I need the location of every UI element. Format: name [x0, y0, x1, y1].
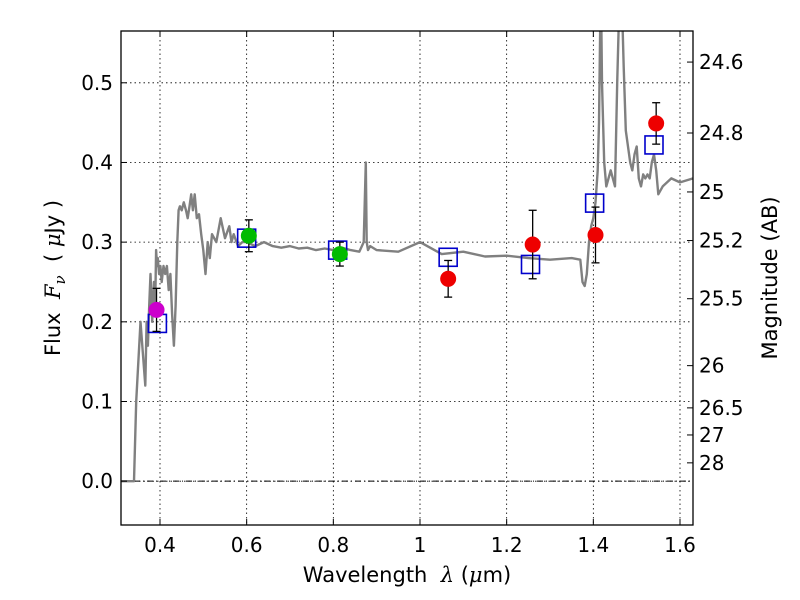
observed-flux-point — [331, 246, 348, 263]
y2-tick-label: 26.5 — [699, 396, 744, 420]
y2-tick-label: 25.5 — [699, 287, 744, 311]
x-tick-label: 0.8 — [317, 533, 349, 557]
y2-axis-label: Magnitude (AB) — [758, 196, 782, 359]
observed-flux-point — [240, 227, 257, 244]
observed-flux-point — [587, 226, 604, 243]
x-tick-label: 1.4 — [577, 533, 609, 557]
plot-background — [121, 31, 693, 525]
model-flux-square — [584, 193, 605, 213]
observed-flux-point — [148, 301, 165, 318]
y2-tick-label: 26 — [699, 354, 724, 378]
y2-tick-label: 28 — [699, 451, 724, 475]
x-tick-label: 1.2 — [491, 533, 523, 557]
observed-flux-point — [648, 115, 665, 132]
model-flux-square — [520, 254, 541, 275]
plot-frame — [120, 30, 694, 526]
y2-tick-label: 24.8 — [699, 121, 744, 145]
x-tick-label: 0.6 — [231, 533, 263, 557]
x-tick-label: 0.4 — [144, 533, 176, 557]
axis-ticks: 0.4 0.6 0.8 1 1.2 1.4 1.6 0.0 0.1 0.2 0.3 0.4 0.5 24.… — [81, 31, 744, 557]
y-tick-label: 0.2 — [81, 310, 113, 334]
observed-flux-point — [524, 236, 541, 253]
y-tick-label: 0.4 — [81, 150, 113, 174]
spectrum-layer — [121, 31, 693, 483]
data-marks — [147, 102, 665, 334]
y2-tick-label: 25.2 — [699, 229, 744, 253]
x-tick-label: 1.6 — [664, 533, 696, 557]
y-tick-label: 0.1 — [81, 390, 113, 414]
x-tick-label: 1 — [414, 533, 427, 557]
y-tick-label: 0.0 — [81, 469, 113, 493]
observed-flux-point — [440, 270, 457, 287]
y2-tick-label: 24.6 — [699, 50, 744, 74]
spectrum-line — [121, 31, 693, 483]
y2-tick-label: 25 — [699, 180, 724, 204]
y-axis-label: Flux Fν ( μJy ) — [41, 200, 69, 356]
y2-tick-label: 27 — [699, 423, 724, 447]
y-tick-label: 0.3 — [81, 230, 113, 254]
y-tick-label: 0.5 — [81, 71, 113, 95]
model-flux-square — [644, 135, 664, 155]
x-axis-label: Wavelength λ (μm) — [303, 563, 511, 587]
